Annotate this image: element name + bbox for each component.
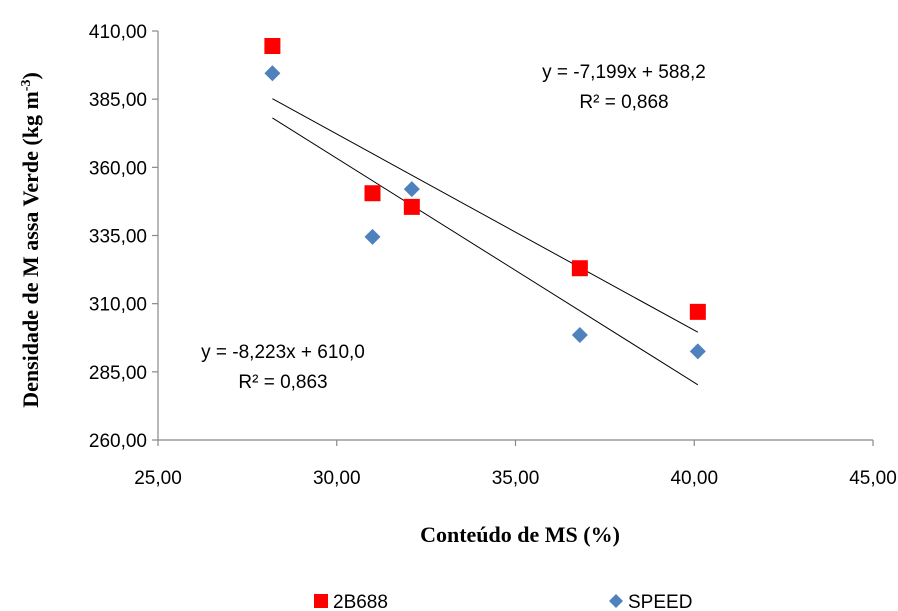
- data-points: [264, 37, 706, 360]
- y-axis-title-superscript: -3: [19, 80, 34, 92]
- y-tick-label: 260,00: [89, 431, 147, 452]
- y-tick-label: 285,00: [89, 363, 147, 384]
- legend-label-speed: SPEED: [628, 592, 692, 611]
- x-tick-label: 35,00: [492, 468, 540, 489]
- data-point-2b688: [364, 185, 381, 202]
- trendlines: [272, 98, 699, 386]
- legend: 2B688 SPEED: [314, 592, 692, 611]
- trendline-2b688: [272, 98, 699, 333]
- trendline-speed: [272, 117, 699, 386]
- legend-label-2b688: 2B688: [333, 592, 388, 611]
- x-tick-label: 25,00: [134, 468, 182, 489]
- legend-marker-speed: [609, 594, 623, 608]
- data-point-speed: [364, 228, 381, 245]
- trendline-equation-2b688: y = -7,199x + 588,2: [542, 62, 706, 83]
- data-point-speed: [403, 181, 420, 198]
- y-axis-title-close: ): [18, 72, 43, 79]
- trendline-equation-speed: y = -8,223x + 610,0: [201, 342, 365, 363]
- y-tick-label: 410,00: [89, 22, 147, 43]
- data-point-speed: [689, 343, 706, 360]
- x-ticks: 25,00 30,00 35,00 40,00 45,00: [134, 440, 897, 489]
- y-tick-label: 310,00: [89, 295, 147, 316]
- legend-marker-2b688: [314, 594, 328, 608]
- y-ticks: 260,00 285,00 310,00 335,00 360,00 385,00 410,…: [89, 22, 158, 452]
- y-tick-label: 385,00: [89, 90, 147, 111]
- data-point-2b688: [264, 37, 281, 54]
- y-axis-title: Densidade de M assa Verde (kg m-3): [18, 72, 43, 408]
- data-point-2b688: [689, 303, 706, 320]
- data-point-speed: [571, 327, 588, 344]
- x-tick-label: 40,00: [670, 468, 718, 489]
- data-point-speed: [264, 65, 281, 82]
- data-point-2b688: [571, 260, 588, 277]
- y-tick-label: 360,00: [89, 158, 147, 179]
- trendline-r2-speed: R² = 0,863: [238, 372, 327, 393]
- x-tick-label: 30,00: [313, 468, 361, 489]
- x-axis-title: Conteúdo de MS (%): [420, 522, 620, 547]
- trendline-r2-2b688: R² = 0,868: [579, 92, 668, 113]
- data-point-2b688: [403, 198, 420, 215]
- y-tick-label: 335,00: [89, 227, 147, 248]
- y-axis-title-main: Densidade de M assa Verde (kg m: [18, 91, 43, 408]
- x-tick-label: 45,00: [849, 468, 897, 489]
